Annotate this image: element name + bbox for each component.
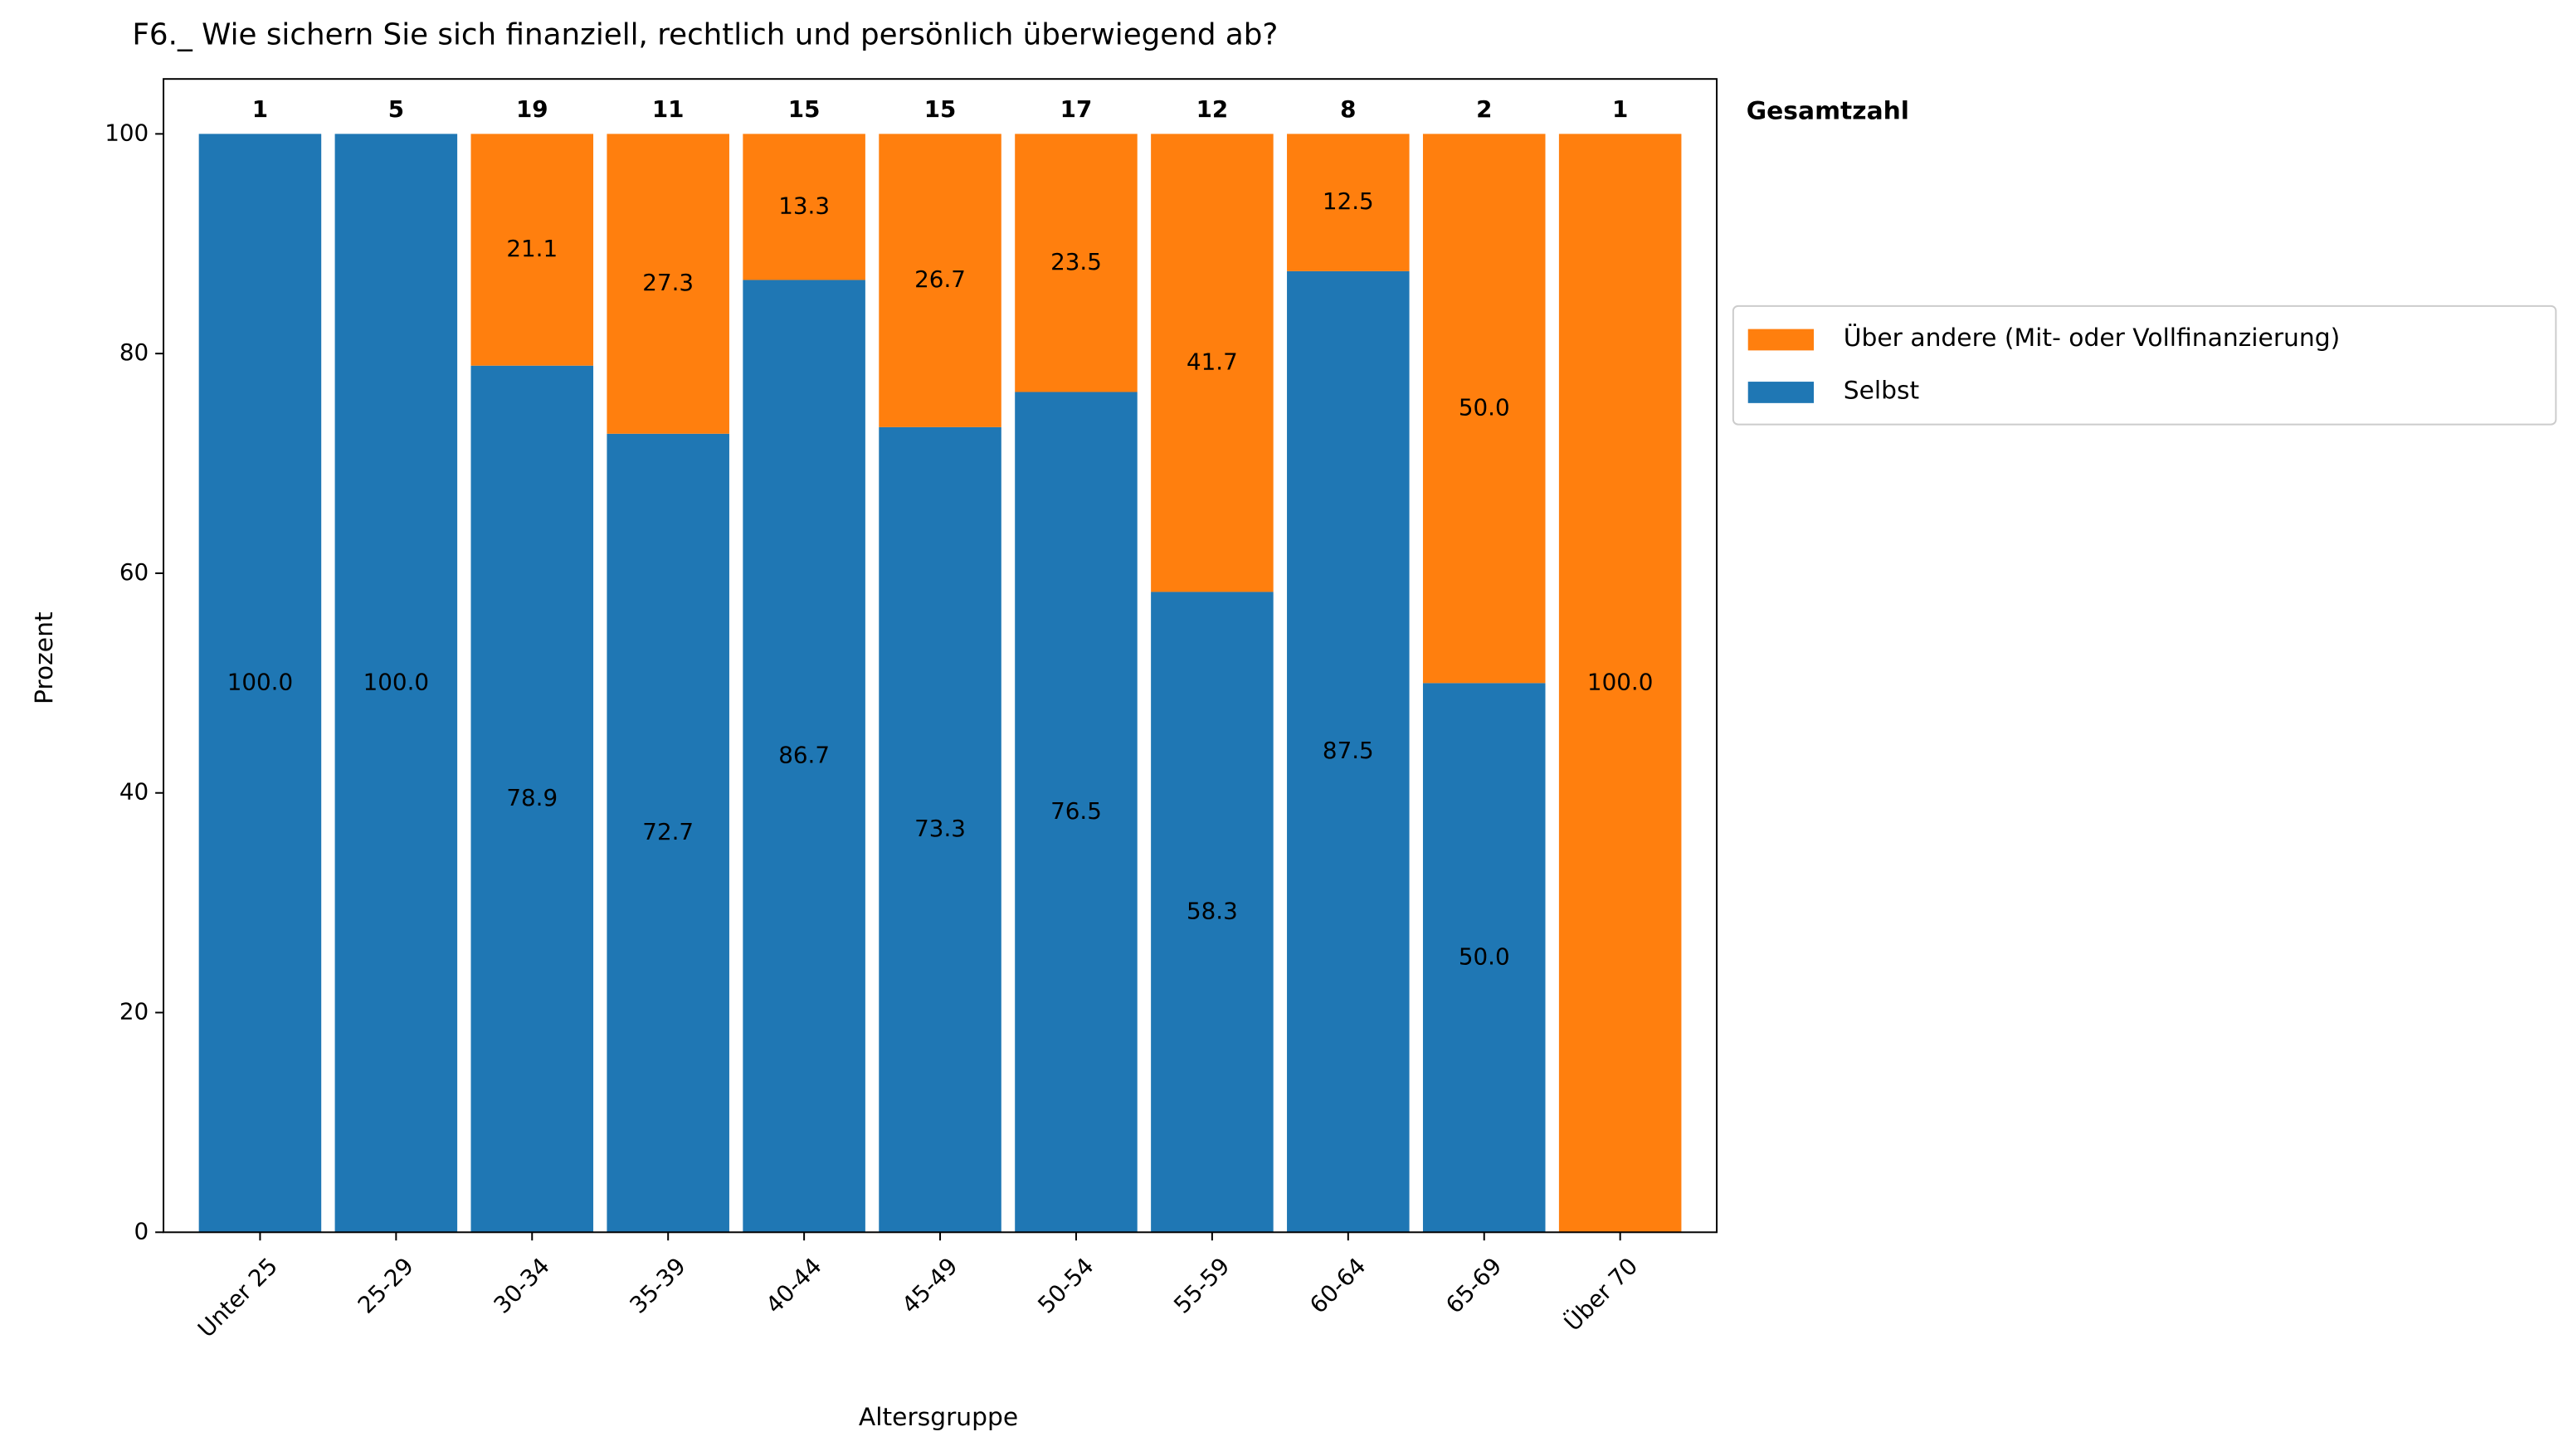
value-label: 100.0: [227, 668, 293, 695]
bar-segment: [1287, 134, 1410, 271]
bar-segment: [1558, 134, 1682, 1233]
value-label: 23.5: [1050, 248, 1102, 275]
value-label: 100.0: [1587, 668, 1653, 695]
bar-segment: [198, 134, 322, 1233]
value-label: 72.7: [642, 818, 694, 845]
x-tick-label: 25-29: [353, 1252, 419, 1318]
x-tick-label: 40-44: [760, 1252, 826, 1318]
total-label: 17: [1060, 95, 1093, 123]
total-label: 8: [1340, 95, 1356, 123]
x-tick-label: 65-69: [1440, 1252, 1507, 1318]
total-label: 1: [252, 95, 268, 123]
value-label: 78.9: [506, 784, 558, 811]
bar-segment: [1015, 134, 1138, 392]
legend-label: Selbst: [1844, 376, 1919, 405]
bar-segment: [1287, 270, 1410, 1233]
bar-segment: [470, 134, 594, 366]
total-label: 15: [788, 95, 821, 123]
bar-segment: [1422, 134, 1546, 684]
legend-label: Über andere (Mit- oder Vollfinanzierung): [1844, 323, 2341, 353]
legend-swatch: [1747, 329, 1815, 351]
x-tick-label: Über 70: [1558, 1252, 1643, 1337]
value-label: 73.3: [914, 815, 966, 842]
chart-title: F6._ Wie sichern Sie sich finanziell, re…: [132, 18, 1278, 52]
x-tick-label: 45-49: [896, 1252, 962, 1318]
total-label: 5: [388, 95, 404, 123]
y-axis-label: Prozent: [30, 611, 59, 704]
bar-segment: [607, 134, 729, 434]
bar-segment: [743, 134, 865, 280]
bar-segment: [1151, 592, 1274, 1233]
y-tick-label: 80: [119, 338, 149, 366]
x-tick-label: 50-54: [1032, 1252, 1099, 1318]
total-label: 1: [1612, 95, 1628, 123]
y-tick-label: 20: [119, 998, 149, 1025]
value-label: 27.3: [642, 269, 694, 296]
x-tick-label: 55-59: [1168, 1252, 1235, 1318]
y-tick-label: 0: [134, 1217, 149, 1244]
bar-segment: [1151, 134, 1274, 592]
value-label: 21.1: [506, 235, 558, 262]
y-tick-label: 60: [119, 558, 149, 586]
total-label: 19: [516, 95, 548, 123]
x-tick-label: 35-39: [624, 1252, 690, 1318]
x-tick-label: Unter 25: [192, 1252, 283, 1342]
value-label: 100.0: [363, 668, 429, 695]
bar-segment: [743, 280, 865, 1233]
total-label: 15: [924, 95, 957, 123]
legend-swatch: [1747, 382, 1815, 403]
value-label: 12.5: [1323, 187, 1374, 215]
legend-box: [1732, 304, 2557, 426]
total-label: 2: [1476, 95, 1492, 123]
total-label: 12: [1196, 95, 1229, 123]
value-label: 50.0: [1459, 393, 1510, 421]
totals-heading: Gesamtzahl: [1747, 96, 1909, 125]
x-tick-label: 60-64: [1304, 1252, 1371, 1318]
bar-segment: [607, 433, 729, 1233]
plot-frame: [163, 78, 1718, 1234]
value-label: 13.3: [778, 192, 830, 219]
x-tick-label: 30-34: [489, 1252, 555, 1318]
y-tick-label: 100: [105, 119, 149, 146]
value-label: 50.0: [1459, 942, 1510, 970]
value-label: 26.7: [914, 265, 966, 293]
value-label: 76.5: [1050, 797, 1102, 825]
bar-segment: [1422, 683, 1546, 1233]
bar-segment: [879, 426, 1001, 1233]
value-label: 41.7: [1187, 348, 1238, 375]
bar-segment: [1015, 392, 1138, 1233]
x-axis-label: Altersgruppe: [859, 1403, 1018, 1432]
value-label: 87.5: [1323, 737, 1374, 764]
total-label: 11: [652, 95, 685, 123]
y-tick-label: 40: [119, 778, 149, 806]
bar-segment: [334, 134, 458, 1233]
value-label: 58.3: [1187, 897, 1238, 924]
value-label: 86.7: [778, 741, 830, 768]
bar-segment: [470, 365, 594, 1233]
bar-segment: [879, 134, 1001, 427]
